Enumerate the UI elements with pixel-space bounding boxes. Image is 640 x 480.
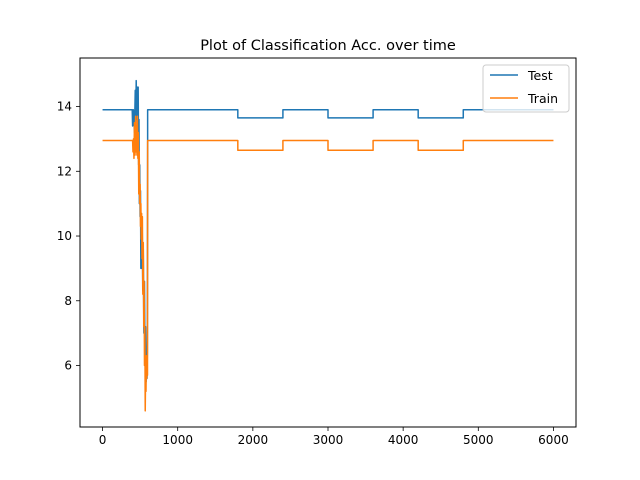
- x-tick-label: 4000: [388, 433, 419, 447]
- series-layer: [102, 79, 554, 412]
- legend: Test Train: [482, 64, 570, 113]
- x-tick-label: 1000: [162, 433, 193, 447]
- y-axis: 6 8 10 12 14: [57, 100, 80, 373]
- y-tick-label: 12: [57, 164, 72, 178]
- y-tick-label: 6: [64, 359, 72, 373]
- y-tick-label: 8: [64, 294, 72, 308]
- chart-title: Plot of Classification Acc. over time: [200, 38, 456, 54]
- series-line-train: [102, 115, 554, 412]
- x-tick-label: 0: [99, 433, 107, 447]
- legend-box: [482, 64, 570, 113]
- x-axis: 0 1000 2000 3000 4000 5000 6000: [99, 427, 569, 447]
- x-tick-label: 5000: [463, 433, 494, 447]
- x-tick-label: 3000: [313, 433, 344, 447]
- x-tick-label: 2000: [238, 433, 269, 447]
- legend-label-train: Train: [527, 91, 558, 106]
- x-tick-label: 6000: [538, 433, 569, 447]
- y-tick-label: 10: [57, 229, 72, 243]
- legend-label-test: Test: [527, 68, 553, 83]
- y-tick-label: 14: [57, 100, 72, 114]
- plot-area: 0 1000 2000 3000 4000 5000 6000 6 8 10 12 14: [57, 57, 577, 447]
